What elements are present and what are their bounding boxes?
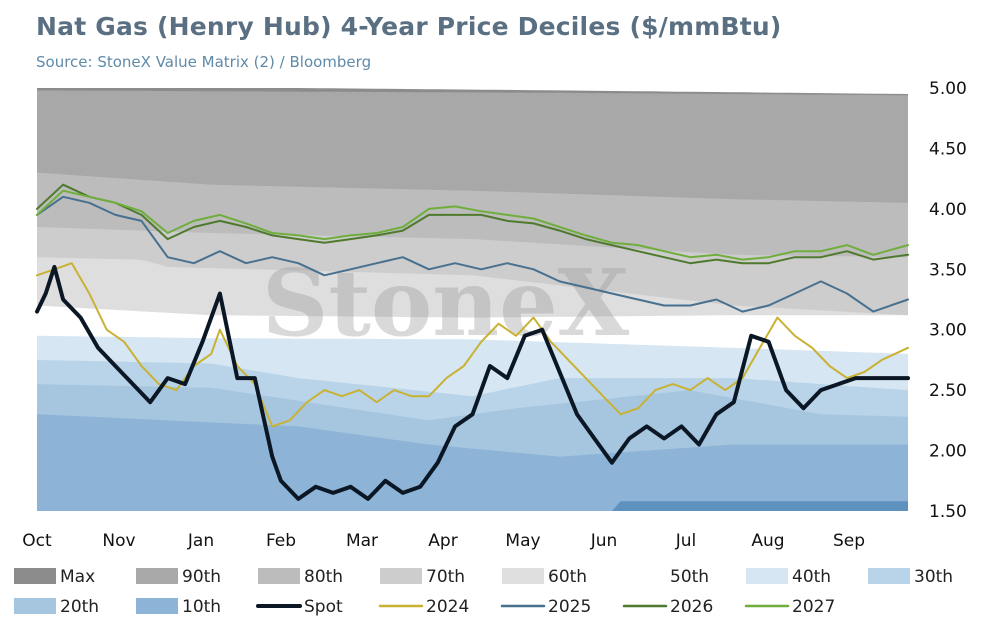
legend-item-30th: 30th [868,567,953,587]
series-line-spot [35,264,910,501]
y-tick-label: 3.00 [929,321,967,341]
legend-item-20th: 20th [14,597,99,617]
legend-item-50th: 50th [624,567,709,587]
legend-item-40th: 40th [746,567,831,587]
price-lines [35,183,910,501]
decile-band-10th [37,414,908,511]
x-tick-label: Jun [590,531,618,551]
legend-item-2025: 2025 [500,597,591,617]
legend-item-spot: Spot [256,597,343,617]
chart-subtitle: Source: StoneX Value Matrix (2) / Bloomb… [36,53,372,71]
x-tick-label: Aug [751,531,784,551]
y-tick-label: 2.00 [929,442,967,462]
legend-label: 2025 [548,597,591,617]
legend-label: Spot [304,597,343,617]
legend-label: Max [60,567,95,587]
stonex-watermark: StoneX [262,249,630,357]
decile-areas [37,88,908,512]
series-line-2026 [36,183,909,265]
series-line-2027 [36,189,909,261]
legend-label: 50th [670,567,709,587]
x-axis-ticks: Oct Nov Jan Feb Mar Apr May Jun Jul Aug Sep [22,531,865,551]
legend-item-2026: 2026 [622,597,713,617]
decile-band-floor [37,501,908,511]
y-tick-label: 1.50 [929,502,967,522]
legend-label: 10th [182,597,221,617]
y-tick-label: 4.00 [929,200,967,220]
legend-swatch [624,568,666,584]
legend-item-2024: 2024 [378,597,469,617]
x-tick-label: Oct [22,531,52,551]
legend-label: 2027 [792,597,835,617]
x-tick-label: Apr [428,531,457,551]
legend-label: 80th [304,567,343,587]
legend-swatch [868,568,910,584]
x-tick-label: Mar [346,531,378,551]
x-tick-label: Jan [187,531,214,551]
legend-swatch [14,568,56,584]
legend-item-90th: 90th [136,567,221,587]
legend-item-80th: 80th [258,567,343,587]
legend-item-70th: 70th [380,567,465,587]
chart-title: Nat Gas (Henry Hub) 4-Year Price Deciles… [36,12,782,41]
y-tick-label: 2.50 [929,381,967,401]
legend: Max 90th 80th 70th 60th 50th 40th 30th 20th 10th S… [14,567,953,617]
legend-label: 30th [914,567,953,587]
y-tick-label: 5.00 [929,79,967,99]
legend-swatch [258,568,300,584]
legend-item-max: Max [14,567,95,587]
legend-swatch [380,568,422,584]
legend-swatch [136,568,178,584]
legend-label: 20th [60,597,99,617]
legend-label: 2026 [670,597,713,617]
legend-item-10th: 10th [136,597,221,617]
x-tick-label: Feb [266,531,296,551]
x-tick-label: May [505,531,540,551]
legend-label: 40th [792,567,831,587]
series-line-2025 [36,195,909,313]
legend-swatch [14,598,56,614]
legend-swatch [502,568,544,584]
legend-item-60th: 60th [502,567,587,587]
x-tick-label: Sep [833,531,865,551]
legend-item-2027: 2027 [744,597,835,617]
x-tick-label: Nov [102,531,135,551]
legend-label: 90th [182,567,221,587]
y-tick-label: 3.50 [929,260,967,280]
legend-label: 2024 [426,597,469,617]
legend-label: 60th [548,567,587,587]
y-axis-ticks: 5.00 4.50 4.00 3.50 3.00 2.50 2.00 1.50 [929,79,967,522]
x-tick-label: Jul [675,531,697,551]
legend-label: 70th [426,567,465,587]
y-tick-label: 4.50 [929,139,967,159]
legend-swatch [136,598,178,614]
legend-swatch [746,568,788,584]
